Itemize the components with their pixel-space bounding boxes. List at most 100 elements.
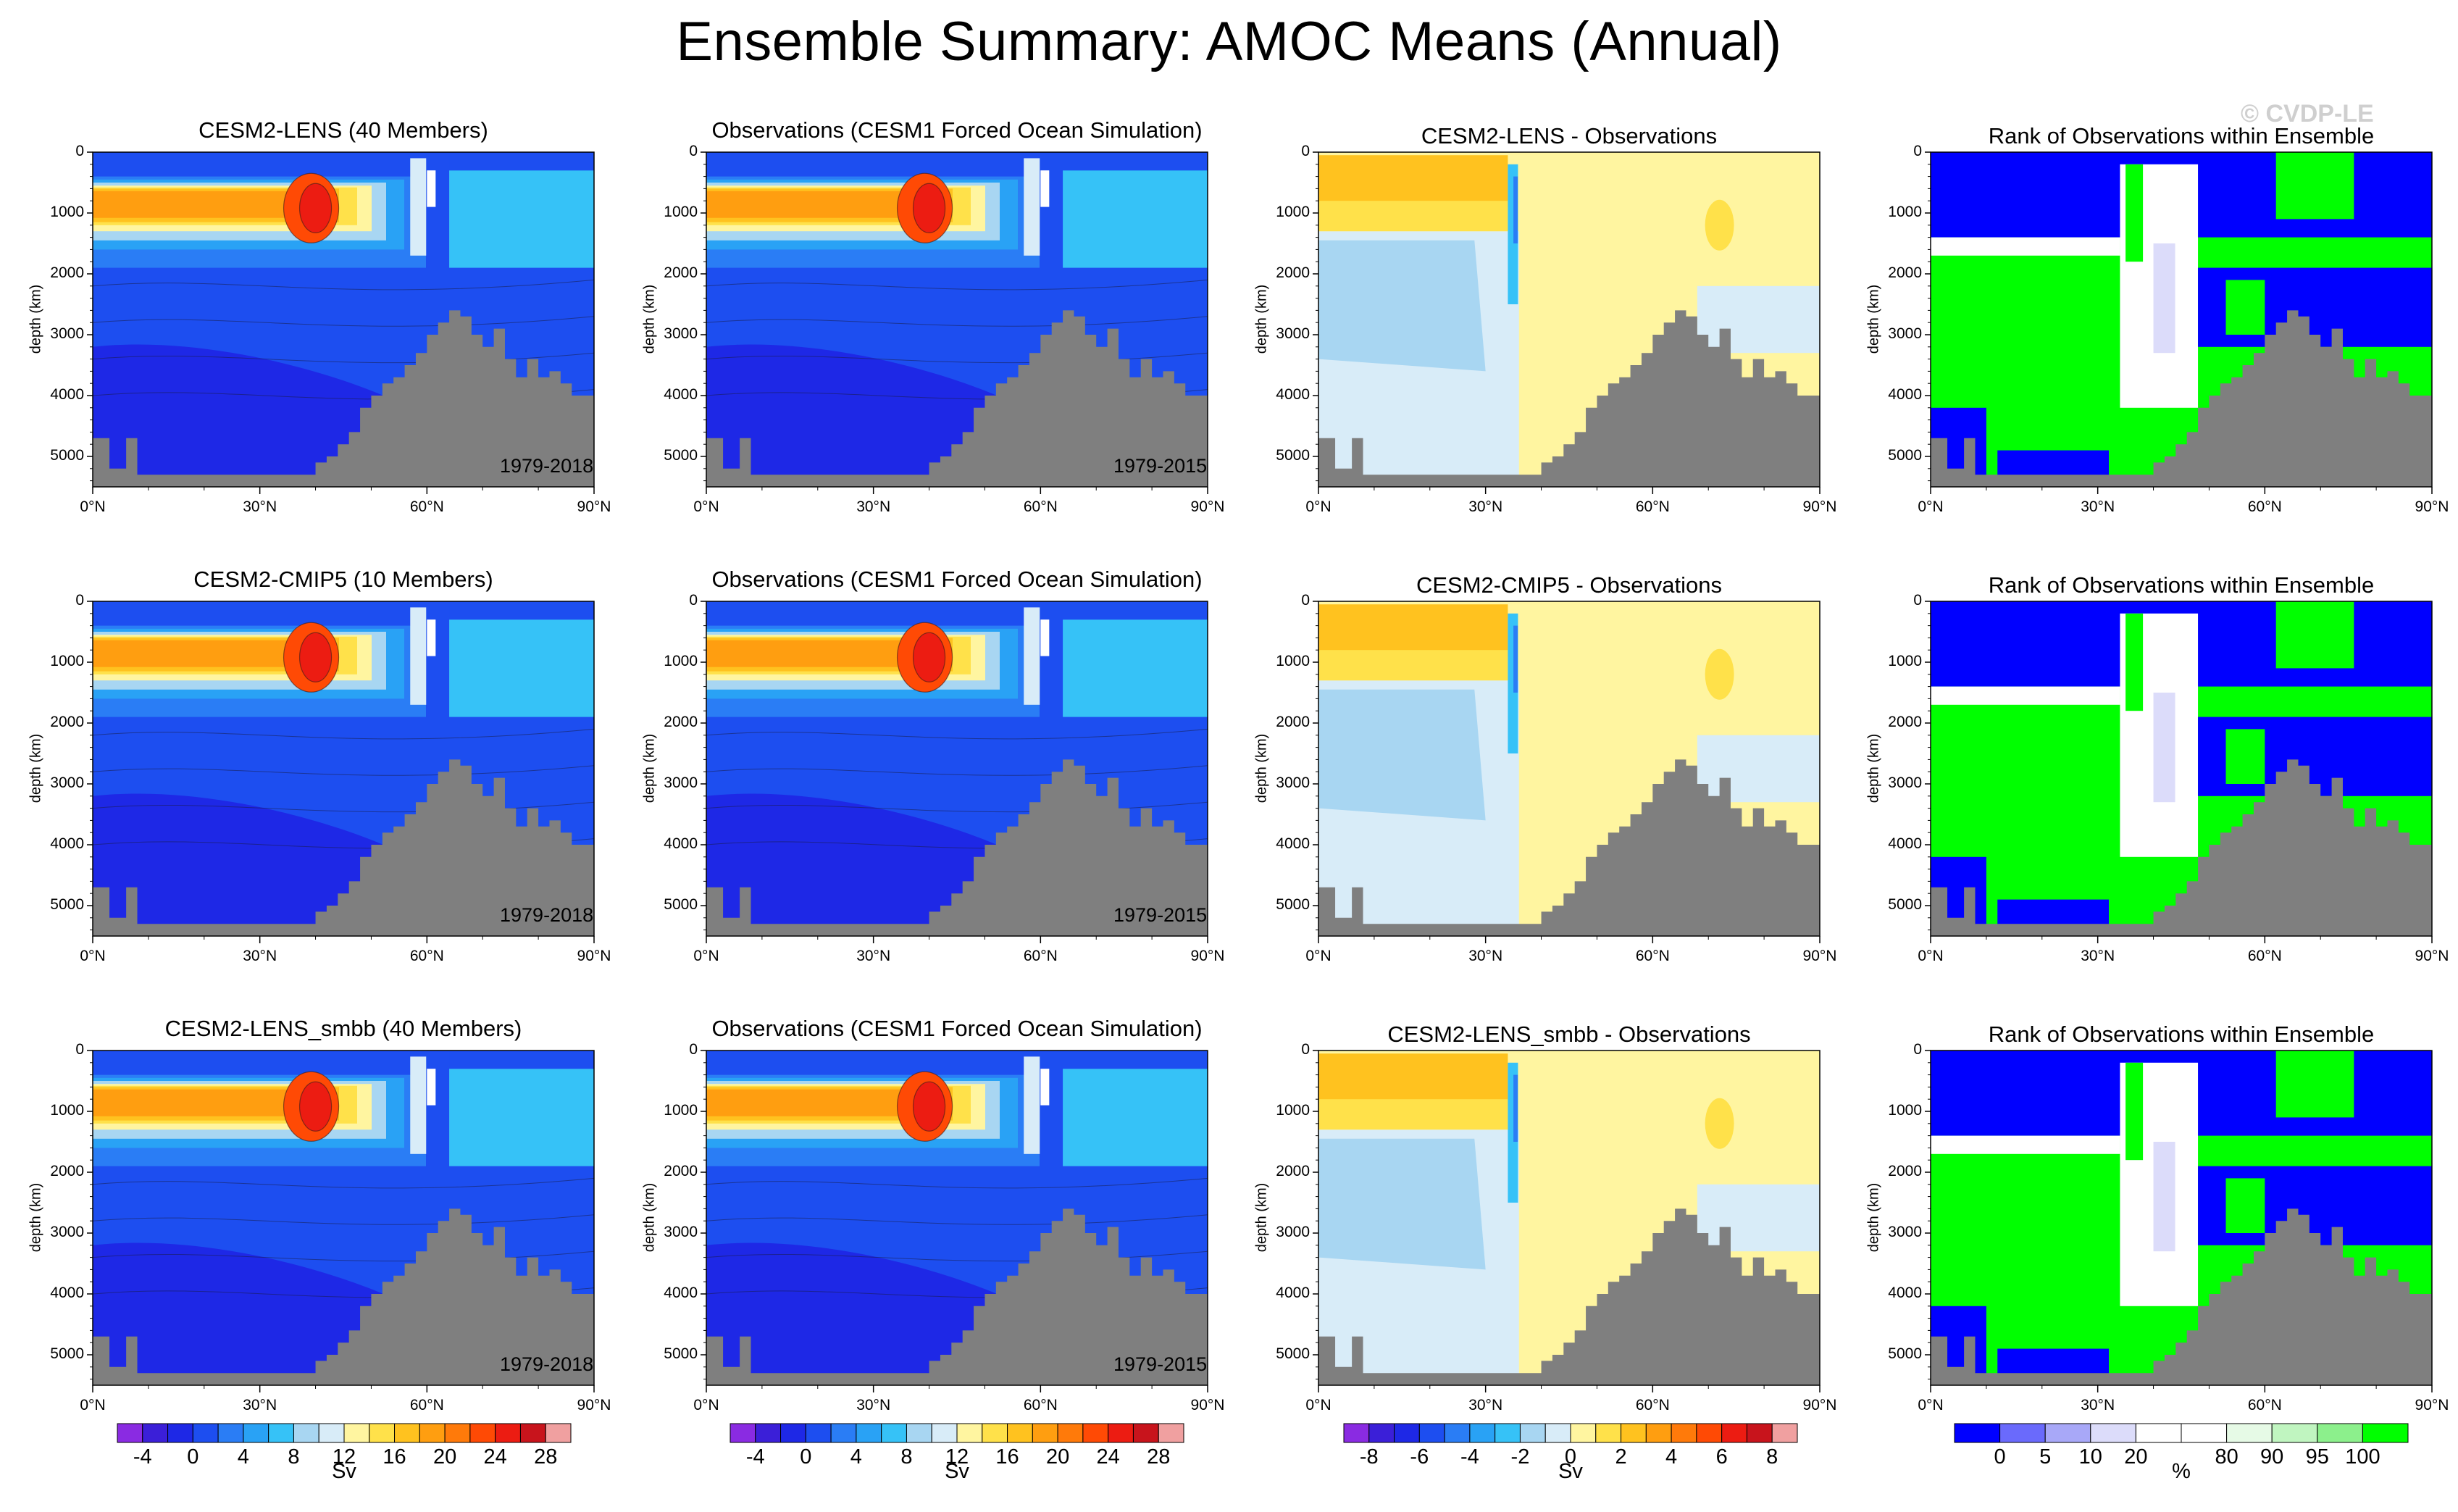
y-axis-label: depth (km) <box>28 284 44 354</box>
colorbar-box <box>780 1423 806 1443</box>
plot-frame <box>706 1050 1208 1386</box>
contour-line <box>93 316 594 327</box>
bathymetry <box>706 759 1208 936</box>
ytick-label: 3000 <box>1276 774 1310 791</box>
ytick-label: 1000 <box>50 204 84 220</box>
panel-title-rank: Rank of Observations within Ensemble <box>1988 572 2375 598</box>
field-abyssal <box>93 1242 397 1385</box>
colorbar-tick-label: 4 <box>1665 1445 1678 1469</box>
field-north-top <box>1063 601 1208 620</box>
xtick-label: 0°N <box>693 948 719 964</box>
ytick-label: 0 <box>75 1041 84 1058</box>
diff-north <box>1697 285 1820 354</box>
period-label: 1979-2018 <box>500 1353 594 1375</box>
ytick-label: 3000 <box>664 1224 698 1240</box>
diff-blob <box>1705 199 1734 251</box>
xtick-label: 60°N <box>1023 498 1058 515</box>
rank-field <box>1931 601 2432 936</box>
bathymetry <box>706 310 1208 487</box>
panel-title-model: CESM2-LENS_smbb (40 Members) <box>164 1016 522 1041</box>
contour-line <box>706 1177 1208 1189</box>
field-60n <box>1024 158 1040 256</box>
y-axis-label: depth (km) <box>641 1182 658 1253</box>
xtick-label: 90°N <box>1190 1397 1225 1413</box>
bathymetry <box>93 1208 594 1385</box>
contour-line <box>706 728 1208 740</box>
rank-green-patch <box>2225 280 2265 335</box>
field-north <box>449 1069 594 1166</box>
y-axis-label: depth (km) <box>1865 284 1882 354</box>
ytick-label: 3000 <box>50 1224 84 1240</box>
rank-lavender <box>2153 1142 2175 1252</box>
ytick-label: 5000 <box>664 896 698 913</box>
colorbar-tick-label: 12 <box>945 1445 969 1469</box>
field-north-top <box>1063 1051 1208 1069</box>
contour-line <box>93 765 594 776</box>
field-north-top <box>449 152 594 171</box>
colorbar-box <box>730 1423 756 1443</box>
bathymetry <box>1318 310 1820 487</box>
ytick-label: 4000 <box>50 386 84 403</box>
xtick-label: 60°N <box>1023 1397 1058 1413</box>
xtick-label: 90°N <box>1802 1397 1837 1413</box>
colorbar-box <box>167 1423 193 1443</box>
amoc-difference-field <box>1318 601 1820 936</box>
colorbar-box <box>1343 1423 1370 1443</box>
field-60n-core <box>1040 170 1050 207</box>
xtick-label: 30°N <box>243 498 277 515</box>
colorbar-tick-label: 28 <box>534 1445 558 1469</box>
y-axis-label: depth (km) <box>1253 284 1270 354</box>
ytick-label: 1000 <box>1888 1102 1922 1119</box>
panel-title-obs: Observations (CESM1 Forced Ocean Simulat… <box>711 1016 1203 1041</box>
y-axis-label: depth (km) <box>1865 733 1882 803</box>
xtick-label: 30°N <box>856 1397 891 1413</box>
colorbar-box <box>1082 1423 1109 1443</box>
panel-title-rank: Rank of Observations within Ensemble <box>1988 123 2375 149</box>
plot-frame <box>1930 151 2433 488</box>
xtick-label: 60°N <box>2247 498 2282 515</box>
colorbar-unit: Sv <box>332 1460 356 1483</box>
bathymetry <box>93 310 594 487</box>
ytick-label: 2000 <box>50 1163 84 1179</box>
colorbar-box <box>1394 1423 1420 1443</box>
colorbar-box <box>1671 1423 1697 1443</box>
ytick-label: 4000 <box>1276 835 1310 852</box>
xtick-label: 60°N <box>1635 498 1670 515</box>
diff-column-core <box>1513 625 1518 693</box>
ytick-label: 0 <box>689 592 698 609</box>
field-60n <box>1024 607 1040 705</box>
colorbar-box <box>755 1423 782 1443</box>
colorbar-box <box>1057 1423 1084 1443</box>
colorbar-tick-label: 16 <box>383 1445 406 1469</box>
colorbar-tick-label: -6 <box>1410 1445 1429 1469</box>
diff-negative-2 <box>1318 689 1486 821</box>
colorbar-tick-label: 0 <box>187 1445 199 1469</box>
amoc-mean-field <box>706 601 1208 936</box>
amoc-mean-field <box>706 1051 1208 1385</box>
ytick-label: 2000 <box>50 264 84 281</box>
plot-frame <box>92 1050 595 1386</box>
colorbar-tick-label: 20 <box>432 1445 457 1469</box>
ytick-label: 0 <box>1301 592 1310 609</box>
xtick-label: 60°N <box>1023 948 1058 964</box>
diff-negative-2 <box>1318 1138 1486 1270</box>
colorbar-tick-label: 95 <box>2305 1445 2329 1469</box>
amoc-mean-field <box>93 601 594 936</box>
colorbar-box <box>2090 1423 2136 1443</box>
panel-title-rank: Rank of Observations within Ensemble <box>1988 1022 2375 1047</box>
colorbar-box <box>1544 1423 1571 1443</box>
xtick-label: 0°N <box>80 498 106 515</box>
colorbar-tick-label: 10 <box>2078 1445 2102 1469</box>
colorbar-box <box>192 1423 219 1443</box>
xtick-label: 30°N <box>2081 1397 2115 1413</box>
ytick-label: 4000 <box>50 1285 84 1301</box>
rank-field <box>1931 1051 2432 1385</box>
ytick-label: 5000 <box>1888 896 1922 913</box>
xtick-label: 60°N <box>2247 1397 2282 1413</box>
ytick-label: 1000 <box>1888 204 1922 220</box>
colorbar-box <box>394 1423 420 1443</box>
ytick-label: 5000 <box>50 447 84 464</box>
ytick-label: 3000 <box>664 325 698 342</box>
bathymetry <box>1318 1208 1820 1385</box>
